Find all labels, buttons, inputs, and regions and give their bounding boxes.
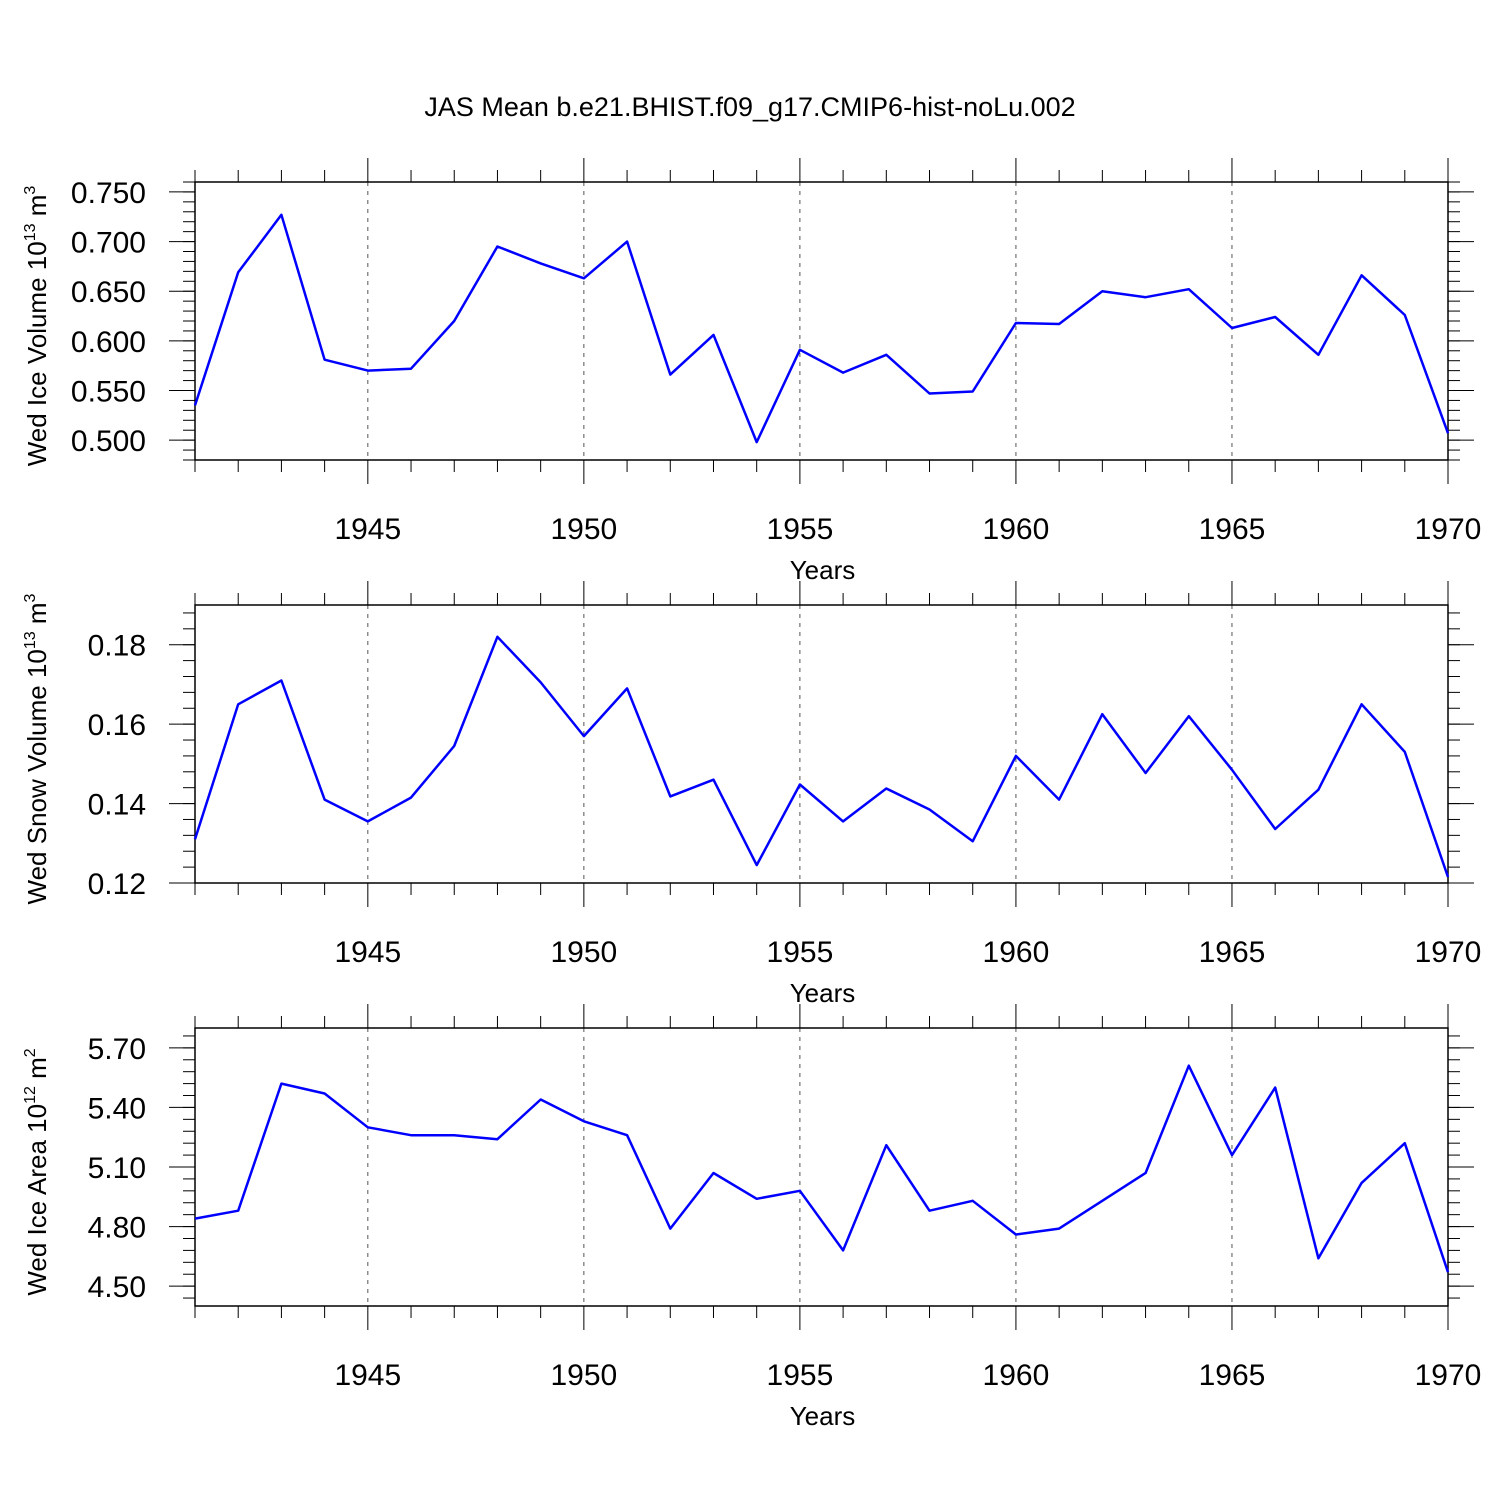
y-tick-label: 0.550 [71,376,146,409]
series-line-ice-area [194,1064,1450,1273]
y-axis-label: Wed Ice Volume [22,270,52,466]
panel-ice-area: 4.50 4.80 5.10 5.40 5.70 1945 1950 1955 1960 1965… [22,1004,1481,1431]
y-axis-unit-m: m [22,602,52,631]
y-tick-label: 0.600 [71,326,146,359]
y-axis-unit-base: 10 [22,241,52,270]
y-tick-label: 0.500 [71,425,146,458]
series-line-snow-volume [193,635,1450,878]
panel-snow-volume: 0.12 0.14 0.16 0.18 1945 1950 1955 1960 1965 1970… [22,581,1481,1008]
chart-title: JAS Mean b.e21.BHIST.f09_g17.CMIP6-hist-… [424,92,1076,122]
y-tick-label: 5.70 [88,1033,146,1066]
y-axis-unit-m: m [22,1057,52,1086]
x-tick-label: 1945 [334,936,401,969]
y-tick-label: 5.10 [88,1152,146,1185]
x-tick-label: 1955 [767,513,834,546]
y-axis-title: Wed Snow Volume 1013 m3 [22,593,52,904]
x-tick-label: 1965 [1199,936,1266,969]
x-tick-label: 1955 [767,1359,834,1392]
y-axis-unit-m-exp: 3 [22,186,39,195]
x-tick-label: 1970 [1415,936,1482,969]
x-tick-label: 1970 [1415,1359,1482,1392]
y-tick-label: 4.50 [88,1271,146,1304]
x-tick-label: 1955 [767,936,834,969]
y-tick-label: 0.18 [88,630,146,663]
y-axis-unit-m: m [22,195,52,224]
series-line-ice-volume [193,213,1450,444]
panel-ice-volume: 0.500 0.550 0.600 0.650 0.700 0.750 1945 1950 19… [22,158,1481,585]
y-tick-label: 5.40 [88,1092,146,1125]
x-tick-label: 1945 [334,513,401,546]
x-tick-label: 1960 [983,1359,1050,1392]
x-tick-label: 1950 [550,936,617,969]
y-axis-unit-base: 10 [22,649,52,678]
y-tick-label: 0.12 [88,868,146,901]
x-axis-title: Years [790,555,856,585]
x-tick-label: 1965 [1199,513,1266,546]
plot-frame [194,1027,1449,1307]
plot-frame [194,181,1449,461]
x-tick-label: 1970 [1415,513,1482,546]
x-axis-title: Years [790,1401,856,1431]
x-tick-label: 1950 [550,1359,617,1392]
y-tick-label: 0.16 [88,709,146,742]
x-tick-label: 1960 [983,513,1050,546]
plot-frame [194,604,1449,884]
y-axis-label: Wed Ice Area [22,1133,52,1296]
x-tick-label: 1945 [334,1359,401,1392]
y-axis-unit-base: 10 [22,1104,52,1133]
x-tick-label: 1965 [1199,1359,1266,1392]
y-tick-label: 0.750 [71,177,146,210]
y-axis-label: Wed Snow Volume [22,678,52,904]
y-tick-label: 0.650 [71,276,146,309]
y-axis-unit-exp: 12 [22,1086,39,1104]
y-tick-label: 4.80 [88,1212,146,1245]
x-tick-label: 1960 [983,936,1050,969]
x-tick-label: 1950 [550,513,617,546]
y-axis-title: Wed Ice Volume 1013 m3 [22,186,52,467]
x-axis-title: Years [790,978,856,1008]
y-axis-unit-exp: 13 [22,223,39,241]
y-tick-label: 0.14 [88,789,146,822]
y-axis-title: Wed Ice Area 1012 m2 [22,1048,52,1295]
y-axis-unit-m-exp: 3 [22,593,39,602]
y-tick-label: 0.700 [71,227,146,260]
y-axis-unit-exp: 13 [22,631,39,649]
y-axis-unit-m-exp: 2 [22,1048,39,1057]
